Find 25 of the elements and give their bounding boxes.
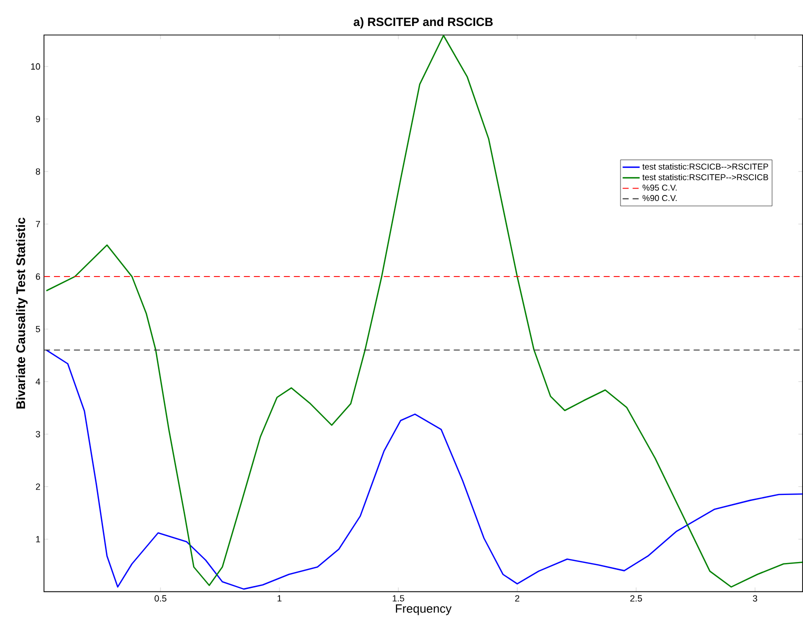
legend-label: %95 C.V.: [642, 184, 677, 191]
y-tick-label: 3: [36, 431, 40, 438]
y-tick-label: 10: [31, 63, 40, 70]
legend-label: test statistic:RSCITEP-->RSCICB: [642, 174, 768, 180]
y-tick-label: 8: [36, 168, 40, 175]
y-tick-label: 5: [36, 326, 40, 332]
y-tick-label: 7: [36, 221, 40, 228]
x-tick-label: 1.5: [392, 595, 404, 602]
x-tick-label: 3: [752, 595, 758, 602]
y-axis-title: Bivariate Causality Test Statistic: [16, 218, 28, 409]
y-tick-label: 4: [36, 378, 40, 385]
legend-label: %90 C.V.: [642, 195, 677, 202]
x-tick-label: 0.5: [154, 595, 166, 602]
y-tick-label: 6: [36, 274, 40, 280]
y-tick-label: 2: [36, 484, 40, 490]
x-tick-label: 1: [278, 595, 282, 602]
y-tick-label: 1: [36, 536, 40, 542]
line-series: [46, 350, 803, 590]
y-tick-label: 9: [36, 116, 40, 122]
legend-label: test statistic:RSCICB-->RSCITEP: [642, 164, 768, 170]
chart-title: a) RSCITEP and RSCICB: [354, 17, 493, 29]
x-axis-title: Frequency: [396, 604, 452, 616]
x-tick-label: 2: [515, 595, 520, 602]
line-series: [46, 35, 803, 588]
x-tick-label: 2.5: [630, 595, 642, 602]
